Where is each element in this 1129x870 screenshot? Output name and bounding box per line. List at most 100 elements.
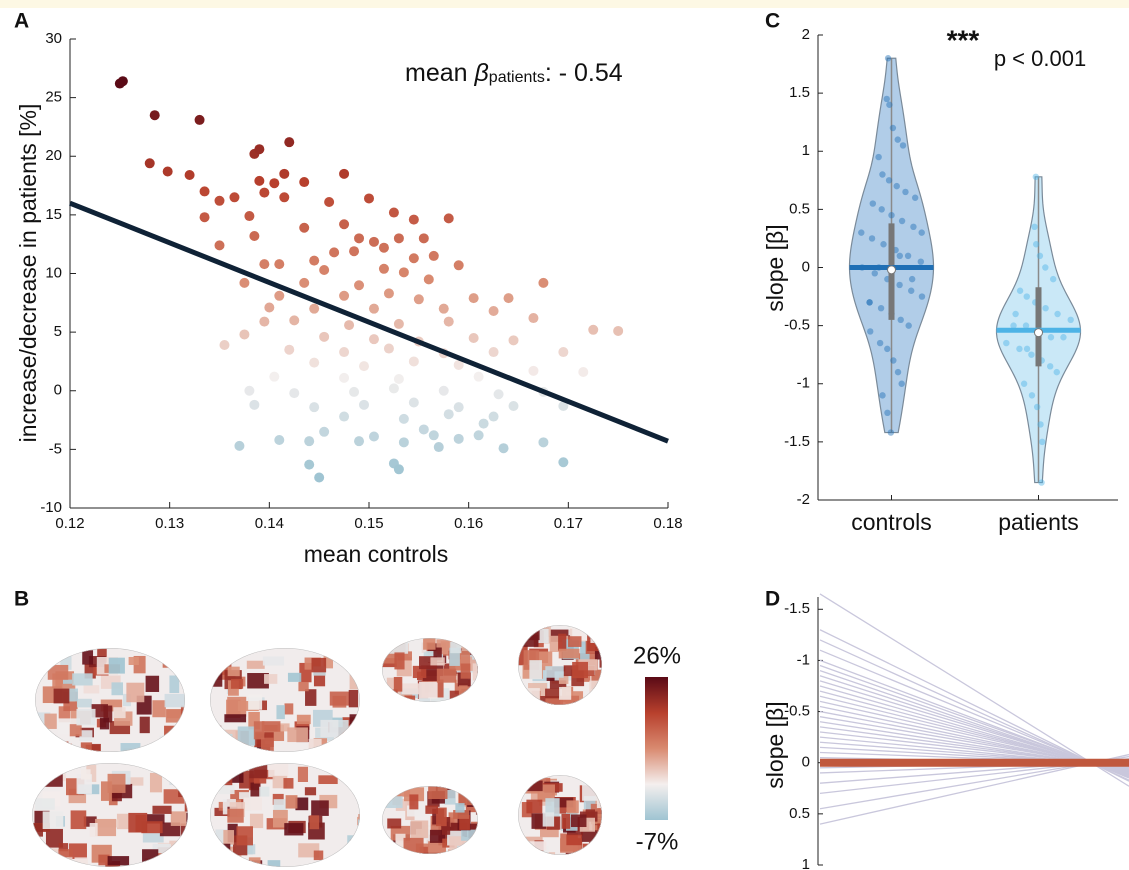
point: [364, 193, 374, 204]
brain-patch: [465, 693, 478, 702]
y-tick-label: 0: [54, 382, 62, 399]
point: [910, 223, 917, 231]
brain-patch: [444, 789, 456, 805]
point: [883, 95, 890, 103]
brain-patch: [152, 700, 166, 718]
point: [339, 290, 350, 301]
brain-patch: [231, 742, 247, 752]
point: [468, 293, 479, 304]
point: [408, 214, 419, 225]
point: [408, 397, 419, 408]
brain-patch: [475, 798, 478, 815]
point: [219, 340, 230, 351]
point: [244, 385, 255, 396]
brain-patch: [357, 819, 360, 836]
brain-patch: [473, 695, 478, 702]
y-tick-label: 0.5: [789, 200, 810, 217]
point: [383, 288, 394, 299]
brain-patch: [246, 660, 265, 669]
y-tick-label: 20: [45, 147, 62, 164]
y-tick-label: -1: [797, 651, 810, 668]
point: [304, 459, 315, 470]
brain-patch: [601, 637, 602, 657]
brain-patch: [91, 743, 101, 752]
brain-patch: [169, 840, 188, 853]
point: [468, 332, 479, 343]
brain-patch: [152, 843, 171, 854]
point: [269, 371, 280, 382]
brain-patch: [287, 727, 308, 743]
brain-patch: [164, 693, 185, 708]
brain-patch: [461, 829, 476, 841]
brain-patch: [80, 769, 91, 780]
brain-patch: [323, 654, 334, 669]
brain-patch: [595, 837, 602, 846]
point: [868, 235, 876, 242]
point: [324, 196, 335, 207]
y-tick-label: 1.5: [789, 84, 810, 101]
brain-patch: [464, 847, 478, 854]
brain-patch: [558, 633, 567, 651]
brain-patch: [66, 865, 79, 867]
panel-label: A: [14, 10, 29, 33]
brain-patch: [386, 638, 409, 654]
brain-patch: [103, 705, 113, 723]
brain-patch: [470, 852, 478, 854]
point: [1033, 403, 1041, 411]
brain-patch: [97, 648, 107, 663]
brain-patch: [58, 843, 69, 852]
point: [588, 324, 599, 335]
brain-patch: [41, 848, 59, 858]
brain-patch: [526, 799, 543, 814]
point: [538, 277, 549, 288]
brain-patch: [458, 685, 468, 700]
point: [214, 195, 225, 206]
brain-patch: [425, 805, 438, 814]
brain-patch: [253, 721, 265, 740]
point: [908, 275, 916, 283]
brain-patch: [410, 820, 429, 839]
brain-patch: [419, 846, 428, 854]
brain-patch: [249, 764, 268, 779]
brain-patch: [33, 823, 43, 837]
brain-patch: [218, 843, 231, 853]
brain-patch: [347, 835, 360, 853]
brain-patch: [545, 798, 560, 817]
point: [274, 290, 285, 301]
brain-patch: [165, 857, 180, 866]
brain-patch: [107, 856, 130, 866]
brain-patch: [224, 714, 247, 723]
subject-line: [819, 680, 1129, 775]
point: [1010, 322, 1017, 329]
point: [443, 213, 454, 224]
brain-patch: [298, 682, 309, 692]
brain-patch: [142, 833, 164, 843]
brain-patch: [450, 642, 462, 654]
brain-patch: [336, 747, 346, 752]
annotation-suffix: : - 0.54: [545, 59, 623, 87]
brain-patch: [601, 636, 602, 653]
brain-patch: [128, 656, 139, 665]
brain-patch: [395, 833, 406, 853]
brain-patch: [473, 846, 478, 854]
point: [869, 200, 877, 207]
brain-patch: [518, 688, 540, 703]
brain-patch: [308, 738, 322, 752]
point: [393, 374, 404, 385]
point: [1016, 345, 1023, 353]
x-tick-label: controls: [851, 509, 932, 535]
y-axis-label: slope [β]: [762, 701, 788, 788]
point: [368, 334, 379, 345]
y-tick-label: 0.5: [789, 805, 810, 822]
brain-patch: [521, 634, 539, 647]
y-tick-label: 1: [802, 856, 810, 870]
brain-patch: [473, 847, 478, 854]
brain-patch: [449, 647, 460, 666]
brain-view: [518, 775, 602, 855]
point: [528, 313, 539, 324]
brain-patch: [116, 813, 129, 830]
point: [269, 178, 280, 189]
brain-patch: [223, 765, 244, 783]
point: [1042, 304, 1049, 312]
brain-patch: [392, 851, 405, 854]
